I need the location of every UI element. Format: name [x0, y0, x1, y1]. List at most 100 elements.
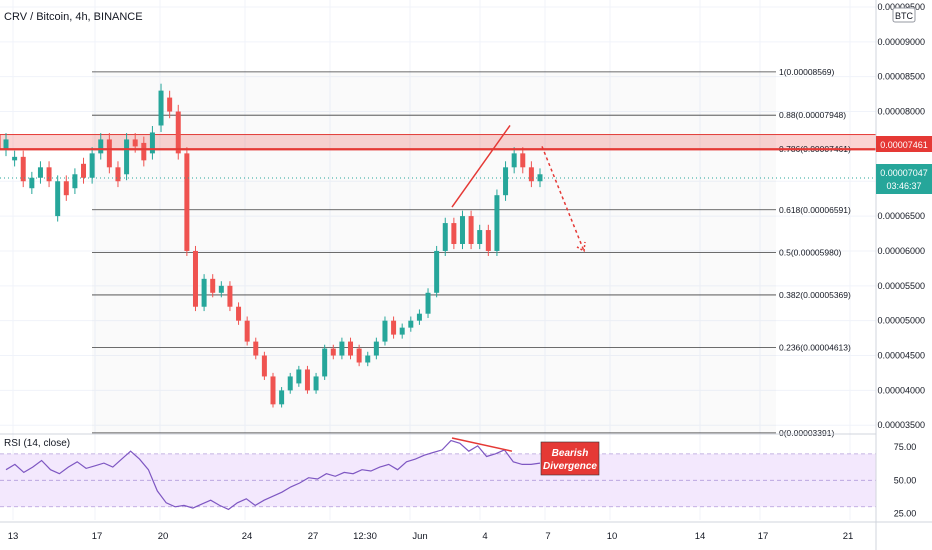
projection-arrow	[541, 146, 585, 252]
bearish-divergence-line2: Divergence	[543, 461, 597, 472]
candle-body	[511, 153, 517, 168]
candle-body	[20, 156, 26, 182]
candle-body	[175, 111, 181, 154]
candle-body	[192, 250, 198, 307]
currency-box	[892, 7, 916, 23]
bearish-divergence-line1: Bearish	[552, 448, 589, 459]
candle-body	[442, 223, 448, 251]
candle-body	[408, 320, 414, 328]
candle-body	[468, 216, 474, 244]
candle-body	[434, 250, 440, 293]
fib-label: 0.88(0.00007948)	[779, 110, 846, 120]
candle-body	[494, 195, 500, 251]
candle-body	[89, 153, 95, 178]
last-price-text: 0.00007047	[880, 168, 928, 178]
candle-body	[399, 327, 405, 335]
price-tick: 0.00003500	[877, 420, 925, 430]
candle-body	[37, 167, 43, 178]
candle-body	[391, 320, 397, 335]
fib-label: 0(0.00003391)	[779, 428, 834, 438]
candle-body	[382, 320, 388, 342]
candle-body	[287, 376, 293, 391]
fib-label: 0.618(0.00006591)	[779, 205, 851, 215]
candle-body	[339, 341, 345, 356]
rsi-pane[interactable]	[0, 433, 876, 511]
fib-label: 0.236(0.00004613)	[779, 343, 851, 353]
price-tick: 0.00008000	[877, 107, 925, 117]
fib-label: 0.5(0.00005980)	[779, 247, 842, 257]
price-tick: 0.00005000	[877, 316, 925, 326]
time-tick: 10	[607, 531, 618, 542]
candle-body	[330, 348, 336, 356]
price-tick: 0.00004500	[877, 351, 925, 361]
rsi-tick: 50.00	[894, 475, 917, 485]
candle-body	[98, 139, 104, 154]
time-tick: 7	[545, 531, 550, 542]
candle-body	[520, 153, 526, 168]
drawings	[0, 125, 876, 253]
symbol-header[interactable]: CRV / Bitcoin, 4h, BINANCE	[4, 11, 143, 23]
candle-body	[141, 142, 147, 161]
candle-body	[106, 139, 112, 168]
fib-label: 1(0.00008569)	[779, 67, 834, 77]
time-tick: 27	[308, 531, 319, 542]
candle-body	[253, 341, 259, 356]
divergence-price-line	[451, 125, 511, 208]
price-tick: 0.00009000	[877, 37, 925, 47]
price-tick: 0.00004000	[877, 385, 925, 395]
candles[interactable]	[3, 83, 543, 408]
rsi-label[interactable]: RSI (14, close)	[4, 438, 70, 449]
candle-body	[503, 167, 509, 196]
time-tick: 14	[695, 531, 706, 542]
countdown-text: 03:46:37	[886, 181, 921, 191]
projection-arrowhead	[576, 241, 586, 253]
candle-body	[167, 97, 173, 112]
candle-body	[365, 355, 371, 363]
resistance-price-badge	[876, 136, 932, 152]
candle-body	[132, 139, 138, 147]
time-tick: 24	[242, 531, 253, 542]
candle-body	[416, 313, 422, 321]
resistance-price-text: 0.00007461	[880, 140, 928, 150]
candle-body	[55, 181, 61, 217]
time-tick: Jun	[412, 531, 427, 542]
candle-body	[477, 230, 483, 244]
time-tick: 21	[843, 531, 854, 542]
candle-body	[451, 223, 457, 244]
candle-body	[29, 177, 35, 189]
time-tick: 4	[482, 531, 487, 542]
time-tick: 17	[92, 531, 103, 542]
candle-body	[279, 390, 285, 405]
rsi-tick: 25.00	[894, 508, 917, 518]
price-tick: 0.00008500	[877, 72, 925, 82]
time-tick: 12:30	[353, 531, 377, 542]
candle-body	[3, 139, 9, 150]
candle-body	[46, 167, 52, 182]
candle-body	[227, 285, 233, 307]
candle-body	[210, 278, 216, 293]
candle-body	[528, 167, 534, 182]
price-tick: 0.00009500	[877, 2, 925, 12]
candle-body	[244, 320, 250, 342]
candle-body	[348, 341, 354, 356]
currency-label: BTC	[895, 11, 914, 21]
fib-label: 0.382(0.00005369)	[779, 290, 851, 300]
candle-body	[236, 306, 242, 321]
price-tick: 0.00005500	[877, 281, 925, 291]
candle-body	[356, 348, 362, 363]
candle-body	[81, 163, 87, 178]
candle-body	[184, 153, 190, 251]
time-tick: 17	[758, 531, 769, 542]
candle-body	[158, 90, 164, 126]
time-axis[interactable]: 13 17 20 24 27 12:30 Jun 4 7 10 14 17 21	[0, 521, 932, 542]
candle-body	[373, 341, 379, 356]
candle-body	[201, 278, 207, 307]
candle-body	[322, 348, 328, 377]
candle-body	[313, 376, 319, 391]
fib-levels: 1(0.00008569)0.88(0.00007948)0.786(0.000…	[92, 67, 851, 438]
bearish-divergence-box	[540, 441, 600, 476]
candle-body	[149, 132, 155, 154]
candle-body	[72, 174, 78, 189]
